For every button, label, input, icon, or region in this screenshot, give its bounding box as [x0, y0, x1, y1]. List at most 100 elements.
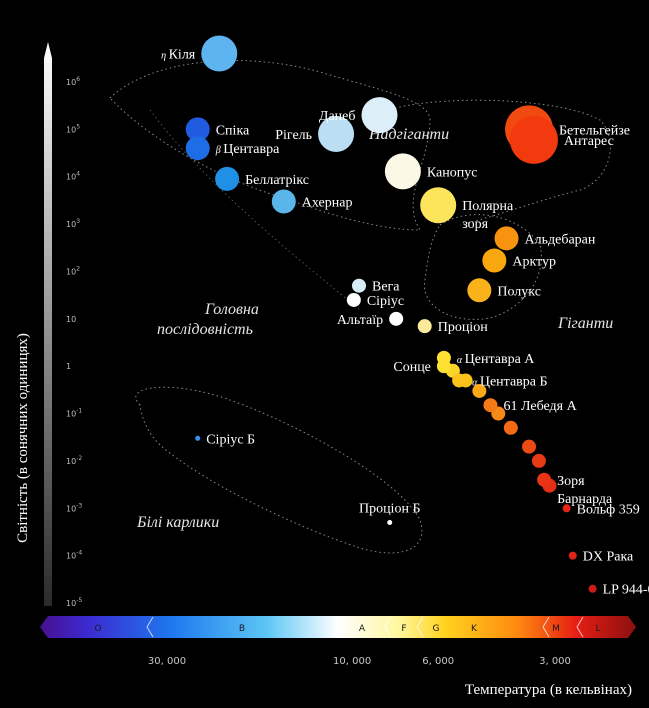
luminosity-scale-bar [44, 42, 52, 606]
star-point [352, 278, 367, 293]
star-points [185, 35, 597, 593]
star-label: Полукс [497, 284, 541, 299]
spectral-class-separator [146, 616, 154, 638]
star-label: Данеб [319, 109, 356, 124]
star-point [384, 153, 421, 190]
star-label: Ахернар [302, 195, 353, 210]
star-label: Спіка [216, 123, 250, 138]
y-tick-label: 106 [66, 76, 80, 87]
spectral-class-g: G [433, 624, 440, 634]
region-label-giants: Гіганти [557, 315, 613, 332]
star-label: η Кіля [161, 47, 196, 62]
spectral-class-a: A [359, 624, 366, 634]
y-tick-label: 10-1 [66, 408, 82, 419]
star-label: Проціон [438, 320, 488, 335]
spectral-class-m: M [552, 624, 560, 634]
star-label: 61 Лебедя А [503, 399, 577, 414]
star-label: Сонце [393, 360, 431, 375]
y-axis-title: Світність (в сонячних одиницях) [15, 333, 31, 543]
star-point [467, 278, 492, 303]
spectral-class-f: F [401, 624, 406, 634]
star-point [494, 226, 519, 251]
star-label: Антарес [564, 134, 614, 149]
star-point [452, 373, 467, 388]
x-axis-title: Температура (в кельвінах) [465, 682, 632, 698]
spectral-class-separator [332, 616, 340, 638]
y-tick-label: 105 [66, 123, 80, 134]
star-point [271, 189, 296, 214]
star-point [588, 584, 597, 593]
star-point [417, 319, 432, 334]
star-point [522, 439, 537, 454]
star-label: β Центаврa [215, 142, 280, 157]
white-dwarf-region-outline [135, 386, 423, 554]
star-point [215, 166, 240, 191]
y-tick-label: 10 [66, 315, 76, 324]
spectral-class-separator [576, 616, 584, 638]
y-tick-label: 1 [66, 362, 71, 371]
spectral-class-separator [384, 616, 392, 638]
spectral-class-b: B [239, 624, 245, 634]
star-point [387, 520, 393, 526]
spectral-class-o: O [94, 624, 101, 634]
star-label: α Центавра А [457, 352, 535, 367]
spectral-class-separator [542, 616, 550, 638]
star-point [509, 115, 558, 164]
star-point [185, 136, 210, 161]
star-label: Сіріус Б [206, 432, 255, 447]
y-tick-label: 102 [66, 265, 80, 276]
star-label: Полярна зоря [462, 199, 514, 232]
star-point [537, 472, 552, 487]
star-label: Вольф 359 [577, 502, 640, 517]
region-label-main-sequence-2: послідовність [157, 321, 253, 338]
star-point [568, 551, 577, 560]
x-tick-label: 6, 000 [422, 656, 454, 667]
star-label: Зоря Барнарда [557, 474, 613, 507]
star-label: Рігель [275, 128, 312, 143]
spectral-class-bar-fill [40, 616, 636, 638]
x-axis-ticks: 30, 000 10, 000 6, 000 3, 000 [148, 656, 571, 667]
x-tick-label: 30, 000 [148, 656, 186, 667]
region-label-white-dwarfs: Білі карлики [136, 514, 219, 531]
spectral-class-l: L [595, 624, 600, 634]
star-point [361, 97, 398, 134]
star-label: LP 944-020 [603, 583, 649, 598]
main-sequence-guide [149, 109, 361, 311]
star-label: Вега [372, 280, 400, 295]
x-tick-label: 10, 000 [333, 656, 371, 667]
giant-region-outline [423, 214, 542, 320]
star-point [185, 117, 210, 142]
y-tick-label: 104 [66, 171, 80, 182]
star-labels: η Кіля Данеб Рігель Спіка β Центаврa Беллатрі… [161, 47, 649, 597]
y-tick-label: 10-3 [66, 502, 82, 513]
star-point [389, 311, 404, 326]
y-tick-label: 10-2 [66, 455, 82, 466]
star-label: Сіріус [367, 294, 404, 309]
star-point [531, 453, 546, 468]
star-label: Канопус [427, 165, 478, 180]
y-tick-label: 103 [66, 218, 80, 229]
star-point [482, 248, 507, 273]
star-label: Беллатрікс [245, 173, 309, 188]
star-label: Альтаїр [337, 313, 383, 328]
star-point [436, 359, 451, 374]
y-tick-label: 10-4 [66, 550, 82, 561]
star-point [483, 398, 498, 413]
star-point [195, 435, 201, 441]
y-tick-label: 10-5 [66, 597, 82, 608]
x-tick-label: 3, 000 [539, 656, 571, 667]
star-label: DX Рака [583, 550, 634, 565]
star-point [420, 187, 457, 224]
star-point [201, 35, 238, 72]
star-point [562, 504, 571, 513]
star-label: Проціон Б [359, 502, 421, 517]
region-label-main-sequence-1: Головна [204, 301, 259, 318]
supergiant-region-outline-right [394, 99, 611, 226]
star-point [346, 292, 361, 307]
star-label: Бетельгейзе [559, 123, 630, 138]
star-label: α Центавра Б [472, 374, 547, 389]
star-label: Альдебаран [525, 232, 596, 247]
